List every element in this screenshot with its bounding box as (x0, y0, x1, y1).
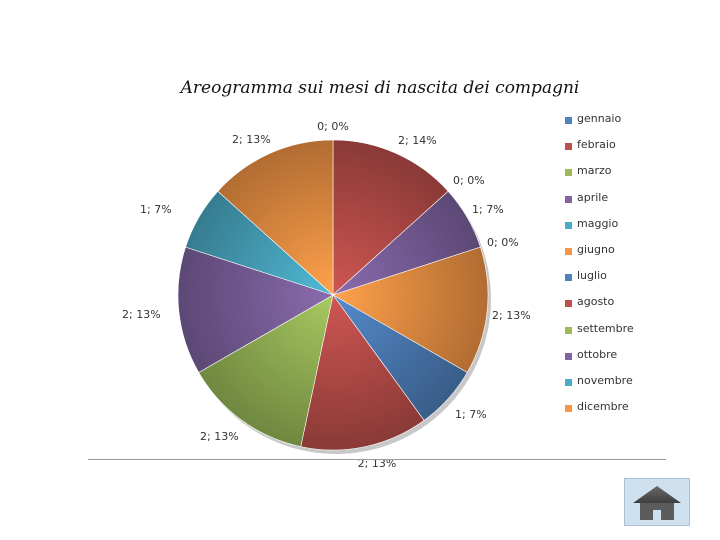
home-button[interactable] (624, 478, 690, 526)
data-label-marzo: 0; 0% (453, 174, 485, 187)
pie-slice-agosto (300, 294, 425, 451)
legend-item-ottobre: ottobre (565, 348, 685, 374)
data-label-maggio: 0; 0% (487, 236, 519, 249)
pie-slice-giugno (332, 246, 489, 373)
legend-item-gennaio: gennaio (565, 112, 685, 138)
legend-item-luglio: luglio (565, 269, 685, 295)
legend-label: febraio (577, 138, 616, 152)
legend-label: agosto (577, 295, 615, 309)
baseline-divider (88, 459, 666, 460)
pie-slice-febraio (332, 139, 449, 296)
data-label-aprile: 1; 7% (472, 203, 504, 216)
legend-swatch (565, 169, 572, 177)
data-label-giugno: 2; 13% (492, 309, 531, 322)
legend-swatch (565, 378, 572, 386)
data-label-ottobre: 2; 13% (122, 308, 161, 321)
pie-chart: 0; 0% 2; 14% 0; 0% 1; 7% 0; 0% 2; 13% 1; 7% 2; … (122, 120, 531, 470)
legend-item-aprile: aprile (565, 191, 685, 217)
legend-item-dicembre: dicembre (565, 400, 685, 426)
data-label-luglio: 1; 7% (455, 408, 487, 421)
legend-label: gennaio (577, 112, 622, 125)
legend-item-maggio: maggio (565, 217, 685, 243)
legend-label: aprile (577, 190, 609, 204)
legend-swatch (565, 117, 572, 124)
legend-swatch (565, 221, 572, 229)
data-label-gennaio: 0; 0% (317, 120, 349, 133)
legend-label: novembre (577, 373, 633, 387)
legend-swatch (565, 274, 572, 282)
home-icon (633, 486, 681, 520)
legend-swatch (565, 405, 572, 413)
legend-item-settembre: settembre (565, 322, 685, 348)
data-label-novembre: 1; 7% (140, 203, 172, 216)
data-label-febraio: 2; 14% (398, 134, 437, 147)
legend-swatch (565, 247, 572, 255)
legend-label: dicembre (577, 400, 629, 414)
legend-swatch (565, 352, 572, 360)
legend-label: settembre (577, 321, 634, 335)
chart-title: Areogramma sui mesi di nascita dei compa… (180, 78, 580, 98)
legend-label: giugno (577, 242, 615, 256)
pie-slice-settembre (198, 294, 334, 447)
legend-label: marzo (577, 164, 612, 178)
legend-label: maggio (577, 216, 619, 230)
legend-swatch (565, 300, 572, 308)
legend-item-agosto: agosto (565, 295, 685, 321)
legend-item-giugno: giugno (565, 243, 685, 269)
data-label-dicembre: 2; 13% (232, 133, 271, 146)
legend-swatch (565, 143, 572, 151)
legend-label: ottobre (577, 347, 618, 361)
data-label-settembre: 2; 13% (200, 430, 239, 443)
legend-label: luglio (577, 269, 607, 283)
legend-swatch (565, 326, 572, 334)
chart-legend: gennaio febraio marzo aprile maggio giugno lug… (565, 112, 685, 426)
legend-swatch (565, 195, 572, 203)
data-label-agosto: 2; 13% (358, 457, 397, 470)
pie-slice-dicembre (217, 139, 334, 296)
legend-item-febraio: febraio (565, 138, 685, 164)
legend-item-marzo: marzo (565, 164, 685, 190)
pie-slice-ottobre (177, 246, 334, 373)
legend-item-novembre: novembre (565, 374, 685, 400)
